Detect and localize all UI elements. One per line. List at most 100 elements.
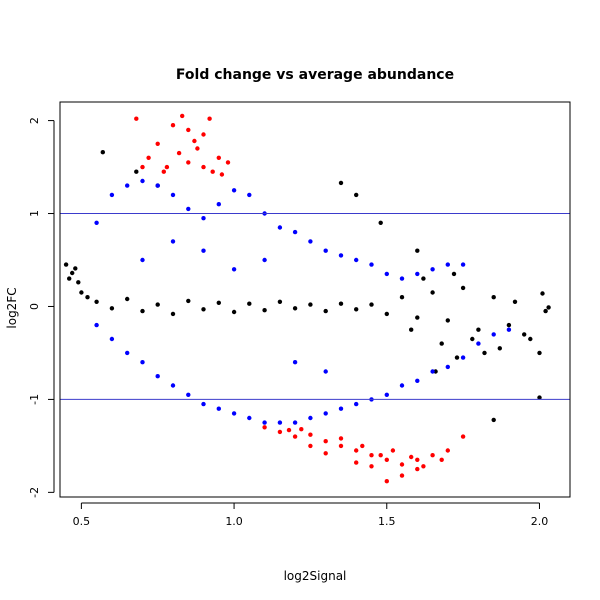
scatter-point xyxy=(140,308,145,314)
scatter-point xyxy=(354,401,359,407)
scatter-point xyxy=(378,220,383,225)
scatter-point xyxy=(323,308,328,314)
scatter-point xyxy=(546,305,551,310)
scatter-point xyxy=(292,306,298,311)
scatter-point xyxy=(225,160,231,165)
scatter-point xyxy=(134,169,139,174)
scatter-point xyxy=(537,395,542,400)
scatter-point xyxy=(308,239,313,244)
scatter-point xyxy=(170,123,176,128)
x-axis: 0.5 1.0 1.5 2.0 xyxy=(73,502,548,528)
y-tick-label: 2 xyxy=(28,117,41,124)
scatter-point xyxy=(445,448,450,453)
scatter-point xyxy=(94,322,99,328)
scatter-point xyxy=(445,318,450,323)
scatter-point xyxy=(323,248,328,253)
scatter-point xyxy=(277,420,283,425)
scatter-point xyxy=(470,336,475,342)
scatter-point xyxy=(460,434,466,439)
scatter-point xyxy=(186,298,191,304)
scatter-point xyxy=(369,464,374,469)
scatter-point xyxy=(146,155,151,160)
scatter-point xyxy=(543,308,548,314)
scatter-point xyxy=(454,355,460,360)
scatter-point xyxy=(445,364,450,370)
scatter-point xyxy=(186,127,191,133)
scatter-point xyxy=(292,229,298,235)
scatter-point xyxy=(354,460,359,465)
scatter-point xyxy=(100,150,106,155)
scatter-point xyxy=(338,301,344,306)
scatter-point xyxy=(231,309,237,315)
scatter-point xyxy=(170,192,176,198)
scatter-point xyxy=(354,307,359,312)
scatter-point xyxy=(430,267,435,272)
scatter-point xyxy=(323,411,328,416)
scatter-point xyxy=(286,427,292,433)
scatter-point xyxy=(460,355,466,360)
y-axis-label: log2FC xyxy=(5,287,19,328)
scatter-point xyxy=(460,285,466,291)
scatter-point xyxy=(522,332,527,337)
scatter-point xyxy=(170,311,176,317)
scatter-point xyxy=(192,138,197,144)
y-tick-label: -1 xyxy=(28,394,41,405)
scatter-point xyxy=(338,180,344,186)
scatter-point xyxy=(79,290,84,295)
scatter-point xyxy=(308,443,313,449)
scatter-point xyxy=(247,192,252,198)
scatter-point xyxy=(201,132,206,137)
scatter-point xyxy=(216,300,221,305)
scatter-point xyxy=(482,350,487,356)
scatter-point xyxy=(476,341,481,346)
x-tick-label: 1.5 xyxy=(378,515,396,528)
scatter-point xyxy=(247,301,252,306)
scatter-point xyxy=(109,336,115,342)
scatter-point xyxy=(155,374,160,379)
scatter-point xyxy=(439,457,444,462)
scatter-point xyxy=(262,257,267,263)
scatter-point xyxy=(134,116,139,121)
scatter-point xyxy=(384,311,389,317)
scatter-point xyxy=(170,383,176,388)
scatter-point xyxy=(384,479,389,484)
scatter-point xyxy=(384,392,389,397)
scatter-point xyxy=(409,454,414,460)
scatter-point xyxy=(155,141,160,146)
scatter-point xyxy=(210,169,215,174)
points-layer xyxy=(63,113,551,484)
scatter-point xyxy=(415,271,420,277)
scatter-point xyxy=(63,262,69,267)
scatter-point xyxy=(186,160,191,165)
scatter-point xyxy=(409,327,414,332)
scatter-point xyxy=(76,280,81,285)
scatter-point xyxy=(451,271,457,277)
scatter-point xyxy=(292,420,298,425)
scatter-point xyxy=(537,350,542,356)
scatter-point xyxy=(354,448,359,453)
scatter-point xyxy=(161,169,166,174)
scatter-point xyxy=(201,164,206,170)
y-tick-label: 0 xyxy=(28,303,41,310)
scatter-point xyxy=(262,308,267,313)
scatter-point xyxy=(292,360,298,365)
scatter-point xyxy=(360,443,365,449)
scatter-point xyxy=(369,453,374,458)
scatter-point xyxy=(277,225,283,230)
reference-lines xyxy=(60,213,570,400)
scatter-point xyxy=(421,276,426,281)
scatter-point xyxy=(384,457,389,462)
scatter-point xyxy=(415,315,420,320)
scatter-point xyxy=(399,276,405,281)
scatter-point xyxy=(140,257,145,263)
scatter-point xyxy=(415,248,420,253)
scatter-point xyxy=(399,473,405,478)
scatter-point xyxy=(94,220,99,225)
scatter-point xyxy=(439,341,444,346)
scatter-point xyxy=(109,306,115,311)
scatter-point xyxy=(415,378,420,383)
scatter-point xyxy=(378,453,383,458)
x-axis-label: log2Signal xyxy=(284,569,347,583)
scatter-point xyxy=(216,202,221,207)
x-tick-label: 1.0 xyxy=(225,515,243,528)
